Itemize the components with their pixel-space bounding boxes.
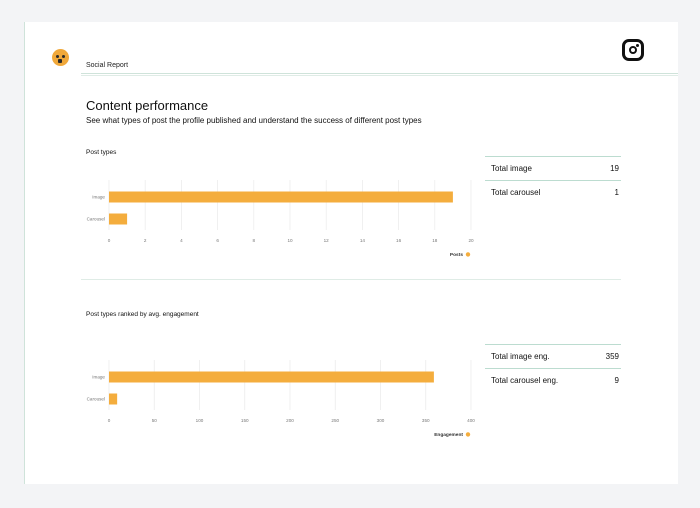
legend-dot-icon — [465, 252, 471, 257]
legend-label: Engagement — [434, 432, 463, 438]
stat-total-carousel-eng: Total carousel eng. 9 — [485, 368, 621, 392]
x-tick-label: 300 — [377, 418, 385, 423]
stat-label: Total image eng. — [491, 352, 550, 361]
section-divider — [81, 279, 621, 280]
x-tick-label: 350 — [422, 418, 430, 423]
stat-value: 1 — [614, 188, 619, 197]
post-types-label: Post types — [86, 149, 117, 156]
bar-image — [109, 191, 453, 203]
x-tick-label: 50 — [152, 418, 158, 423]
stat-label: Total carousel — [491, 188, 541, 197]
report-page: Social Report Content performance See wh… — [24, 22, 678, 484]
legend-dot-icon — [465, 432, 471, 437]
x-tick-label: 12 — [324, 238, 330, 243]
x-tick-label: 6 — [216, 238, 219, 243]
section-title: Content performance — [86, 98, 209, 113]
engagement-chart: 0 50 100 150 200 250 300 350 400 Image Carousel Eng… — [87, 360, 475, 438]
stat-label: Total carousel eng. — [491, 376, 559, 385]
x-tick-label: 2 — [144, 238, 147, 243]
x-tick-label: 400 — [467, 418, 475, 423]
x-tick-label: 0 — [108, 238, 111, 243]
section-subtitle: See what types of post the profile publi… — [86, 116, 422, 125]
stat-total-carousel: Total carousel 1 — [485, 180, 621, 204]
x-tick-label: 14 — [360, 238, 366, 243]
stat-value: 9 — [614, 376, 619, 385]
category-label: Carousel — [87, 397, 105, 402]
engagement-label: Post types ranked by avg. engagement — [86, 311, 199, 318]
header-divider — [81, 73, 678, 74]
category-label: Image — [92, 375, 105, 380]
post-types-chart: 0 2 4 6 8 10 12 14 16 18 20 Image Carousel Posts — [87, 180, 474, 258]
stat-label: Total image — [491, 164, 532, 173]
bar-image — [109, 371, 434, 383]
smiley-logo-icon — [52, 49, 69, 66]
x-tick-label: 16 — [396, 238, 402, 243]
x-tick-label: 0 — [108, 418, 111, 423]
x-tick-label: 4 — [180, 238, 183, 243]
legend-label: Posts — [450, 252, 463, 258]
x-tick-label: 8 — [253, 238, 256, 243]
stat-total-image: Total image 19 — [485, 156, 621, 180]
x-tick-label: 10 — [287, 238, 293, 243]
instagram-icon — [622, 39, 644, 61]
engagement-stats: Total image eng. 359 Total carousel eng.… — [485, 344, 621, 392]
report-title: Social Report — [86, 62, 129, 69]
x-tick-label: 100 — [196, 418, 204, 423]
stat-total-image-eng: Total image eng. 359 — [485, 344, 621, 368]
stat-value: 359 — [605, 352, 619, 361]
x-tick-label: 250 — [331, 418, 339, 423]
bar-carousel — [109, 393, 118, 405]
category-label: Image — [92, 195, 105, 200]
stat-value: 19 — [610, 164, 619, 173]
x-tick-label: 20 — [468, 238, 474, 243]
x-tick-label: 18 — [432, 238, 438, 243]
category-label: Carousel — [87, 217, 105, 222]
x-tick-label: 200 — [286, 418, 294, 423]
header-divider-secondary — [81, 75, 678, 76]
post-types-stats: Total image 19 Total carousel 1 — [485, 156, 621, 204]
x-tick-label: 150 — [241, 418, 249, 423]
bar-carousel — [109, 213, 128, 225]
